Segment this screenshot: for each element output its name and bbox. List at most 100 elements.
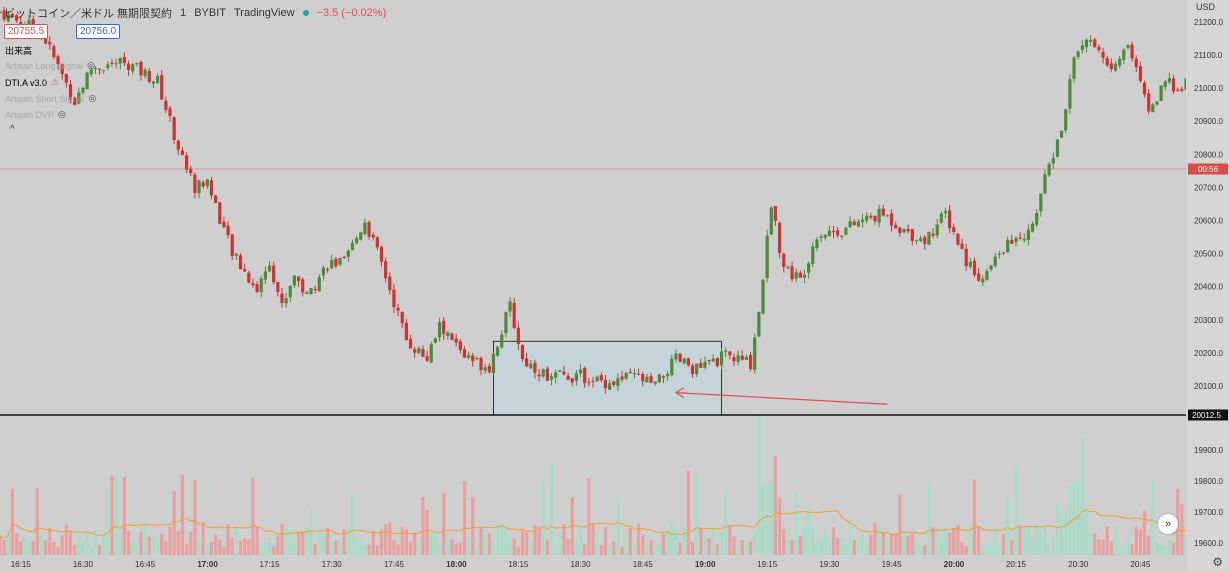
current-price-badge-label: 00:56 [1198, 165, 1219, 174]
collapse-indicators-icon[interactable]: ^ [10, 124, 15, 135]
candle-body [848, 221, 852, 227]
volume-bar [326, 528, 330, 555]
volume-bar [1163, 545, 1167, 555]
candle-body [1159, 85, 1163, 101]
candle-body [981, 278, 985, 283]
warning-icon[interactable]: ⚠ [51, 77, 60, 87]
volume-bar [139, 532, 143, 555]
eye-off-icon[interactable]: ◎ [58, 109, 66, 119]
candle-body [1055, 139, 1060, 157]
candle-body [296, 276, 301, 281]
candle-body [1089, 40, 1093, 42]
volume-bar [31, 541, 35, 555]
eye-off-icon[interactable]: ◎ [88, 93, 97, 103]
candle-body [226, 225, 230, 235]
candle-body [280, 293, 284, 304]
candle-body [898, 227, 902, 233]
candle-body [935, 224, 939, 236]
volume-bar [230, 537, 234, 555]
volume-bar [541, 482, 545, 555]
volume-bar [794, 493, 798, 555]
volume-bar [1084, 507, 1089, 555]
current-price-badge-bg [1188, 163, 1228, 175]
candle-body [396, 307, 400, 311]
volume-bar [1097, 538, 1101, 555]
candle-body [624, 372, 628, 379]
volume-bar [496, 522, 500, 555]
indicator-label: Artisan DVP [5, 109, 55, 120]
volume-bar [981, 545, 985, 555]
volume-bar [93, 529, 97, 555]
candle-body [77, 92, 81, 104]
volume-tick-label: 19900.0 [1194, 446, 1223, 455]
volume-bar [512, 538, 516, 555]
indicator-artisan-dvp[interactable]: Artisan DVP ◎ [5, 109, 66, 120]
candle-body [230, 234, 234, 257]
candle-body [222, 221, 226, 228]
candle-body [802, 274, 807, 278]
candle-body [1176, 89, 1180, 91]
time-tick-label: 17:00 [197, 560, 218, 569]
candle-body [1051, 158, 1055, 164]
volume-bar [831, 526, 836, 555]
indicator-artisan-short-signal[interactable]: Artisan Short Signal ◎ [5, 93, 96, 104]
candle-body [321, 267, 326, 276]
candle-body [765, 235, 769, 279]
indicator-dti[interactable]: DTI.A v3.0 ⚠ [5, 77, 59, 88]
candle-body [350, 243, 355, 251]
scroll-to-realtime-button[interactable]: » [1158, 514, 1178, 534]
exchange: BYBIT [194, 7, 226, 19]
currency-label[interactable]: USD [1195, 2, 1215, 12]
volume-bar [670, 522, 674, 555]
volume-bar [1171, 542, 1176, 555]
volume-bar [620, 546, 624, 555]
time-axis[interactable]: 16:15 16:30 16:45 17:00 17:15 17:30 17:45 18:00… [11, 560, 1151, 569]
volume-bar [437, 544, 442, 555]
candle-body [707, 360, 711, 362]
annotation-rectangle[interactable] [492, 340, 723, 416]
candle-body [827, 230, 831, 236]
indicator-label: Artisan Long Signal [5, 60, 84, 71]
platform: TradingView [233, 7, 295, 19]
volume-bar [520, 530, 525, 555]
volume-bar [122, 477, 127, 555]
indicator-volume[interactable]: 出来高 [5, 44, 32, 57]
volume-bar [317, 532, 321, 555]
candle-body [6, 13, 10, 22]
volume-bar [707, 538, 711, 555]
candle-body [1001, 252, 1006, 254]
volume-bar [433, 534, 438, 555]
candle-body [993, 256, 997, 266]
candle-body [1180, 88, 1184, 91]
line-price-badge-label: 20012.5 [1192, 411, 1221, 420]
price-axis[interactable]: 21200.0 21100.0 21000.0 20900.0 20800.0 20700… [1186, 0, 1229, 415]
time-tick-label: 20:15 [1006, 560, 1027, 569]
indicator-artisan-long-signal[interactable]: Artisan Long Signal ◎ [5, 60, 95, 71]
volume-bar [910, 533, 914, 555]
annotation-arrow[interactable] [674, 387, 888, 405]
symbol-name[interactable]: ビットコイン／米ドル 無期限契約 [4, 8, 173, 20]
volume-bar [305, 528, 309, 555]
candle-body [1151, 104, 1155, 113]
buy-price-button[interactable]: 20756.0 [76, 24, 121, 39]
volume-bar [475, 546, 479, 555]
candle-body [699, 362, 703, 368]
candle-body [255, 284, 259, 292]
volume-bar [649, 540, 653, 555]
sell-price-button[interactable]: 20755.5 [4, 24, 49, 39]
volume-bar [205, 543, 209, 555]
interval[interactable]: 1 [180, 7, 187, 19]
line-price-badge: 20012.5 [1188, 409, 1228, 421]
candle-body [807, 263, 811, 273]
volume-bar [462, 481, 467, 555]
candle-body [466, 355, 471, 358]
volume-bar [732, 536, 736, 555]
volume-bar [1167, 540, 1172, 555]
symbol-header[interactable]: ビットコイン／米ドル 無期限契約 1 BYBIT TradingView −3.… [4, 5, 386, 21]
volume-bar [292, 537, 297, 555]
volume-bar [1035, 523, 1039, 555]
gear-icon[interactable]: ⚙ [1212, 555, 1223, 569]
eye-off-icon[interactable]: ◎ [87, 60, 95, 70]
candle-body [338, 257, 342, 265]
